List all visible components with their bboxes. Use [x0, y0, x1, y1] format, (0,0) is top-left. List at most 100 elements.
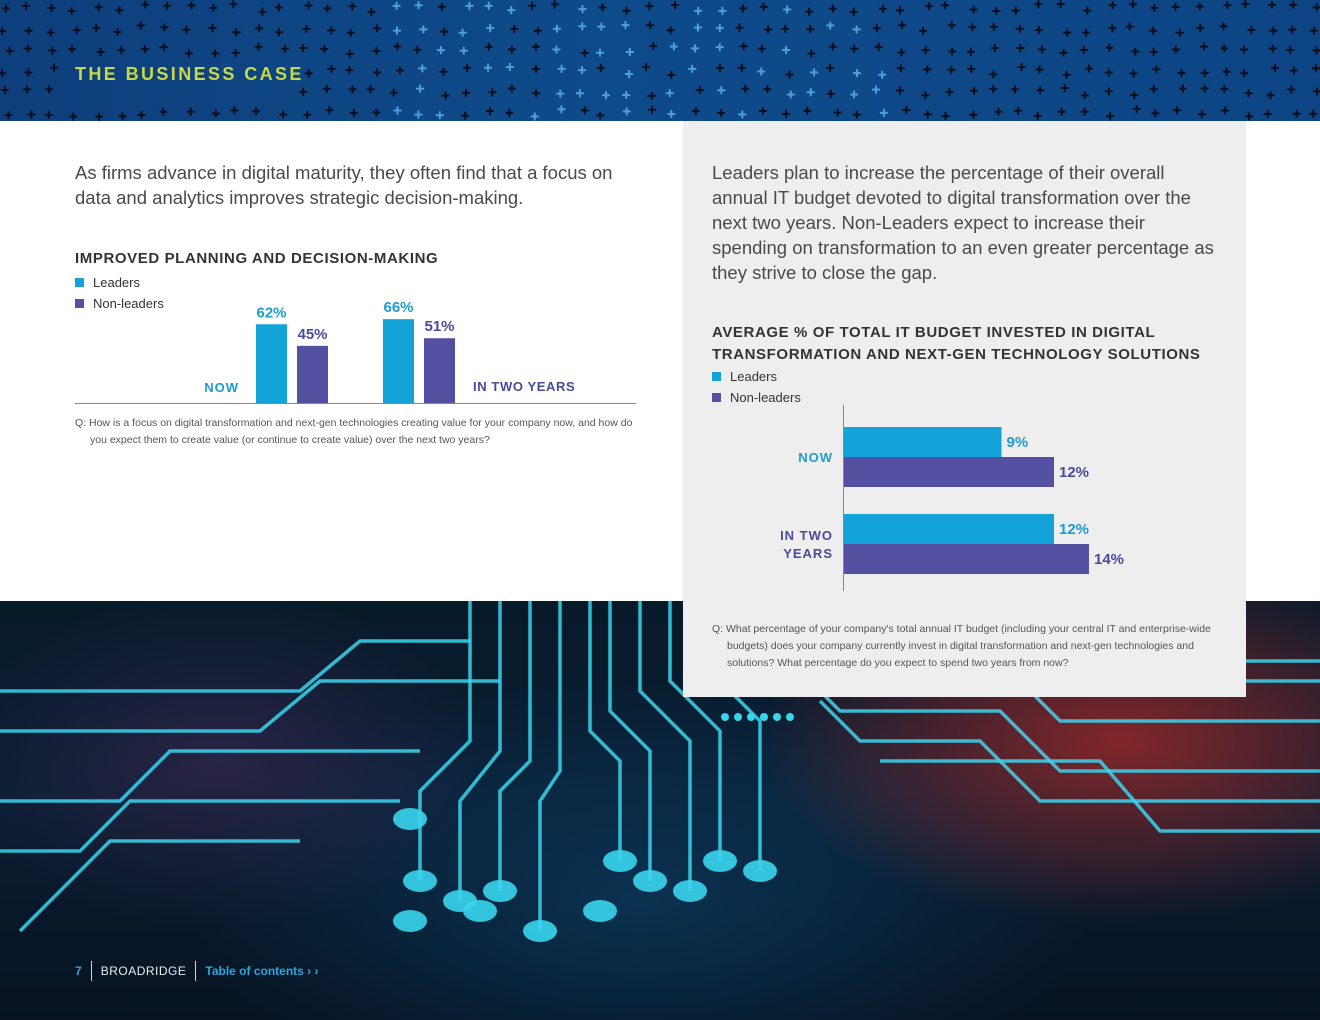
- plus-mark: [435, 111, 444, 120]
- plus-mark: [989, 84, 998, 93]
- plus-mark: [505, 63, 514, 72]
- plus-mark: [281, 44, 290, 53]
- plus-mark: [1056, 0, 1065, 9]
- bar-leaders-now: [256, 324, 287, 403]
- plus-mark: [441, 91, 450, 100]
- circuit-pad: [463, 900, 497, 922]
- plus-mark: [1082, 28, 1091, 37]
- plus-mark: [1200, 68, 1209, 77]
- plus-mark: [878, 70, 887, 79]
- chart1-title: IMPROVED PLANNING AND DECISION-MAKING: [75, 250, 439, 267]
- plus-mark: [648, 105, 657, 114]
- plus-mark: [413, 45, 422, 54]
- plus-mark: [695, 86, 704, 95]
- circuit-trace: [0, 639, 470, 693]
- plus-mark: [896, 64, 905, 73]
- plus-mark: [902, 105, 911, 114]
- circuit-traces-decoration: [0, 601, 1320, 942]
- circuit-trace: [0, 679, 500, 733]
- plus-mark: [552, 45, 561, 54]
- circuit-trace: [418, 601, 472, 881]
- plus-mark: [304, 1, 313, 10]
- legend-swatch-leaders: [712, 372, 721, 381]
- plus-mark: [459, 46, 468, 55]
- plus-mark: [1033, 111, 1042, 120]
- plus-mark: [299, 87, 308, 96]
- plus-mark: [488, 88, 497, 97]
- legend-swatch-non-leaders: [75, 299, 84, 308]
- plus-mark: [209, 3, 218, 12]
- plus-mark: [782, 45, 791, 54]
- plus-mark: [327, 26, 336, 35]
- bar-leaders-in-two-years: [383, 319, 414, 403]
- plus-mark: [1152, 65, 1161, 74]
- plus-mark: [828, 4, 837, 13]
- plus-mark: [557, 64, 566, 73]
- plus-mark: [185, 49, 194, 58]
- plus-mark: [596, 48, 605, 57]
- plus-mark: [366, 85, 375, 94]
- plus-mark: [895, 86, 904, 95]
- plus-mark: [621, 21, 630, 30]
- circuit-pad: [673, 880, 707, 902]
- circuit-pad: [483, 880, 517, 902]
- chevron-right-icon: › ›: [307, 964, 319, 978]
- circuit-pad: [603, 850, 637, 872]
- plus-mark: [602, 91, 611, 100]
- plus-mark: [113, 28, 122, 37]
- plus-mark: [642, 63, 651, 72]
- data-label: 66%: [383, 299, 413, 316]
- plus-mark: [395, 66, 404, 75]
- plus-mark: [208, 24, 217, 33]
- plus-mark: [850, 44, 859, 53]
- plus-mark: [159, 43, 168, 52]
- circuit-trace: [638, 601, 692, 891]
- bar-non-leaders-in-two-years: [844, 544, 1089, 574]
- plus-mark: [1267, 0, 1276, 9]
- circuit-pads: [393, 808, 777, 942]
- plus-mark: [1222, 67, 1231, 76]
- plus-mark: [507, 45, 516, 54]
- plus-mark: [373, 68, 382, 77]
- plus-mark: [969, 110, 978, 119]
- plus-mark: [465, 1, 474, 10]
- plus-mark: [373, 24, 382, 33]
- plus-mark: [159, 107, 168, 116]
- plus-mark: [46, 28, 55, 37]
- legend-swatch-non-leaders: [712, 393, 721, 402]
- plus-mark: [1063, 28, 1072, 37]
- circuit-dot: [786, 713, 794, 721]
- plus-mark: [23, 44, 32, 53]
- plus-mark: [94, 3, 103, 12]
- plus-mark: [782, 109, 791, 118]
- data-label: 9%: [1007, 434, 1029, 451]
- plus-mark: [162, 1, 171, 10]
- footer-divider: [195, 961, 197, 981]
- plus-mark: [252, 107, 261, 116]
- plus-mark: [141, 0, 150, 9]
- plus-mark: [741, 84, 750, 93]
- plus-mark: [898, 21, 907, 30]
- plus-mark: [463, 63, 472, 72]
- plus-mark: [622, 90, 631, 99]
- plus-mark: [45, 85, 54, 94]
- plus-mark: [274, 28, 283, 37]
- circuit-trace: [0, 749, 420, 803]
- plus-mark: [439, 67, 448, 76]
- plus-mark: [327, 64, 336, 73]
- plus-mark: [137, 111, 146, 120]
- plus-mark: [1197, 110, 1206, 119]
- plus-mark: [556, 89, 565, 98]
- plus-mark: [1037, 45, 1046, 54]
- chart2-legend: Leaders Non-leaders: [712, 366, 801, 408]
- plus-mark: [1036, 86, 1045, 95]
- data-label: 62%: [256, 304, 286, 321]
- plus-mark: [140, 45, 149, 54]
- data-label: 45%: [297, 326, 327, 343]
- circuit-trace: [880, 759, 1320, 833]
- table-of-contents-link[interactable]: Table of contents › ›: [205, 964, 318, 978]
- plus-mark: [1125, 22, 1134, 31]
- plus-mark: [95, 112, 104, 121]
- plus-mark: [1149, 47, 1158, 56]
- plus-mark: [1312, 64, 1320, 73]
